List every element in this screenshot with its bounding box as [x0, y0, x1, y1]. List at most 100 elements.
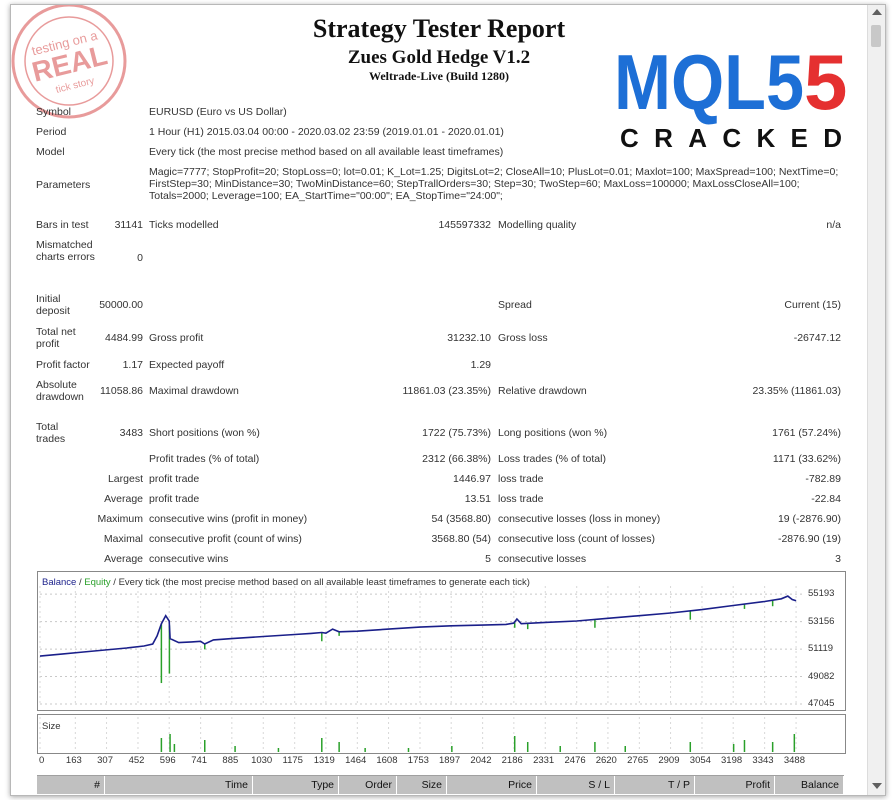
column-header[interactable]: Profit	[695, 776, 775, 794]
size-chart-plot	[39, 717, 797, 752]
profit-factor-value: 1.17	[122, 359, 143, 371]
legend-description: / Every tick (the most precise method ba…	[110, 577, 530, 588]
legend-balance: Balance	[42, 577, 77, 588]
y-tick-label: 47045	[808, 698, 835, 709]
report-frame: testing on a REAL tick story MQL5 5 CRAC…	[10, 4, 886, 796]
column-header[interactable]: Type	[253, 776, 339, 794]
column-header[interactable]: Balance	[775, 776, 844, 794]
column-header[interactable]: T / P	[615, 776, 695, 794]
cracked-text: CRACKED	[620, 123, 842, 153]
maximum-label: Maximum	[97, 513, 143, 525]
period-label: Period	[36, 126, 67, 138]
ea-name: Zues Gold Hedge V1.2	[347, 47, 531, 68]
short-positions-value: 1722 (75.73%)	[422, 427, 491, 439]
maximal-consecutive-profit-value: 3568.80 (54)	[431, 533, 491, 545]
mql-logo-text: MQL5	[614, 38, 804, 126]
y-tick-label: 49082	[808, 670, 835, 682]
column-header[interactable]: #	[37, 776, 105, 794]
scroll-down-arrow-icon[interactable]	[872, 783, 882, 789]
ticks-value: 145597332	[438, 219, 491, 231]
size-label: Size	[42, 721, 61, 732]
quality-label: Modelling quality	[498, 219, 577, 231]
profit-trades-value: 2312 (66.38%)	[422, 453, 491, 465]
initial-value: 50000.00	[99, 299, 143, 311]
period-value: 1 Hour (H1) 2015.03.04 00:00 - 2020.03.0…	[149, 126, 504, 138]
long-positions-value: 1761 (57.24%)	[772, 427, 841, 439]
x-tick-label: 2476	[564, 755, 586, 766]
x-tick-label: 0	[39, 755, 45, 766]
parameters-value: Magic=7777; StopProfit=20; StopLoss=0; l…	[149, 166, 839, 202]
bars-value: 31141	[114, 219, 143, 231]
symbol-label: Symbol	[36, 106, 72, 118]
mismatched-label: Mismatched charts errors	[36, 239, 95, 263]
total-trades-label: Total trades	[36, 421, 66, 445]
column-header[interactable]: S / L	[537, 776, 615, 794]
gross-loss-value: -26747.12	[793, 332, 841, 344]
balance-chart: Balance / Equity / Every tick (the most …	[37, 571, 846, 711]
size-chart: Size	[37, 714, 846, 754]
initial-label: Initial deposit	[36, 293, 70, 317]
x-tick-label: 163	[65, 755, 82, 766]
column-header[interactable]: Order	[339, 776, 397, 794]
profit-trades-label: Profit trades (% of total)	[149, 453, 260, 465]
y-tick-label: 55193	[808, 588, 835, 600]
expected-payoff-label: Expected payoff	[149, 359, 225, 371]
balance-chart-plot	[39, 586, 803, 705]
parameters-label: Parameters	[36, 179, 91, 191]
x-tick-label: 741	[191, 755, 208, 766]
bars-label: Bars in test	[36, 219, 89, 231]
largest-loss-label: loss trade	[498, 473, 544, 485]
average-loss-label: loss trade	[498, 493, 544, 505]
x-tick-label: 1608	[376, 755, 398, 766]
relative-drawdown-value: 23.35% (11861.03)	[752, 385, 841, 397]
maximal-consecutive-profit-label: consecutive profit (count of wins)	[149, 533, 302, 545]
column-header[interactable]: Time	[105, 776, 253, 794]
average-profit-label: profit trade	[149, 493, 200, 505]
x-tick-label: 1753	[407, 755, 429, 766]
average-consecutive-wins-value: 5	[485, 553, 491, 565]
x-axis-ticks: 0 163 307 452 596 741 885 1030 1175 1319 1464 1608 1…	[37, 755, 844, 769]
balance-line	[39, 595, 797, 657]
spread-label: Spread	[498, 299, 532, 311]
x-tick-label: 2331	[533, 755, 555, 766]
gross-loss-label: Gross loss	[498, 332, 548, 344]
model-label: Model	[36, 146, 65, 158]
legend-equity: Equity	[84, 577, 111, 588]
vertical-scrollbar[interactable]	[867, 5, 885, 795]
ticks-label: Ticks modelled	[149, 219, 219, 231]
average-consecutive-losses-label: consecutive losses	[498, 553, 587, 565]
chart-legend: Balance / Equity / Every tick (the most …	[42, 577, 530, 588]
scroll-up-arrow-icon[interactable]	[872, 9, 882, 15]
maximal-consecutive-loss-label: consecutive loss (count of losses)	[498, 533, 655, 545]
long-positions-label: Long positions (won %)	[498, 427, 608, 439]
x-tick-label: 1319	[313, 755, 335, 766]
x-tick-label: 3488	[783, 755, 805, 766]
column-header[interactable]: Price	[447, 776, 537, 794]
total-trades-value: 3483	[119, 427, 143, 439]
average-consecutive-wins-label: consecutive wins	[149, 553, 229, 565]
x-tick-label: 307	[97, 755, 113, 766]
largest-loss-value: -782.89	[805, 473, 841, 485]
gross-profit-value: 31232.10	[447, 332, 491, 344]
maximal-drawdown-value: 11861.03 (23.35%)	[402, 385, 491, 397]
column-header[interactable]: Size	[397, 776, 447, 794]
x-tick-label: 3343	[752, 755, 774, 766]
x-tick-label: 1175	[282, 755, 303, 766]
average-profit-value: 13.51	[464, 493, 491, 505]
mismatched-value: 0	[137, 252, 143, 264]
x-tick-label: 1464	[345, 755, 367, 766]
spread-value: Current (15)	[784, 299, 841, 311]
average-label: Average	[104, 493, 143, 505]
scroll-thumb[interactable]	[871, 25, 881, 47]
x-tick-label: 596	[159, 755, 176, 766]
build-info: Weltrade-Live (Build 1280)	[369, 69, 509, 83]
largest-profit-value: 1446.97	[453, 473, 491, 485]
average-consecutive-losses-value: 3	[835, 553, 841, 565]
gross-profit-label: Gross profit	[149, 332, 204, 344]
loss-trades-value: 1171 (33.62%)	[772, 453, 841, 465]
x-tick-label: 2620	[595, 755, 617, 766]
x-tick-label: 1897	[438, 755, 461, 766]
absolute-drawdown-label: Absolute drawdown	[36, 379, 84, 403]
report-title: Strategy Tester Report	[312, 14, 566, 43]
short-positions-label: Short positions (won %)	[149, 427, 260, 439]
